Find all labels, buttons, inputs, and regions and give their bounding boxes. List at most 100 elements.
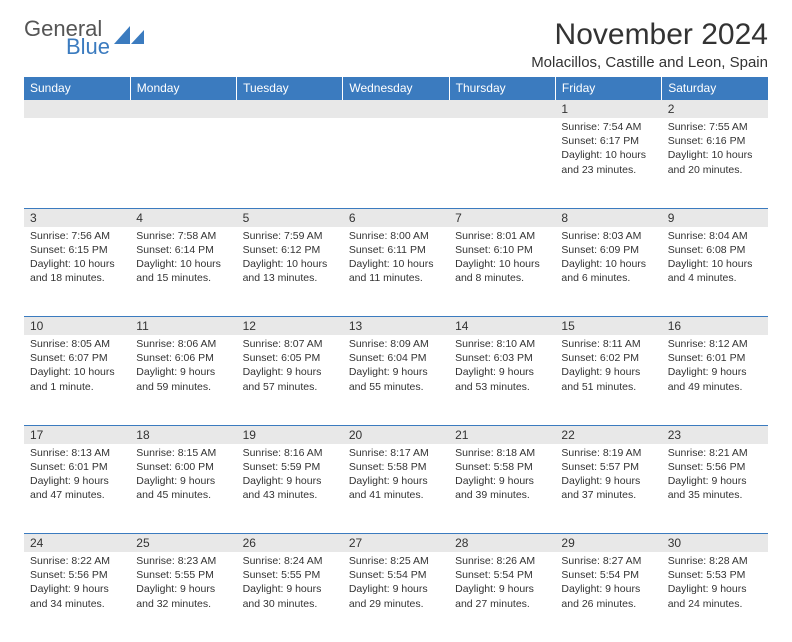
day-number: 27 (343, 534, 449, 552)
day-details: Sunrise: 8:26 AMSunset: 5:54 PMDaylight:… (449, 552, 555, 615)
day-number-cell (237, 100, 343, 119)
day-details: Sunrise: 7:56 AMSunset: 6:15 PMDaylight:… (24, 227, 130, 290)
day-data-cell: Sunrise: 8:21 AMSunset: 5:56 PMDaylight:… (662, 444, 768, 534)
day-details: Sunrise: 8:00 AMSunset: 6:11 PMDaylight:… (343, 227, 449, 290)
day-number-cell: 14 (449, 317, 555, 336)
daynum-row: 12 (24, 100, 768, 119)
day-details: Sunrise: 7:55 AMSunset: 6:16 PMDaylight:… (662, 118, 768, 181)
day-number: 1 (555, 100, 661, 118)
day-data-cell: Sunrise: 8:22 AMSunset: 5:56 PMDaylight:… (24, 552, 130, 642)
day-number-cell: 10 (24, 317, 130, 336)
day-data-cell (237, 118, 343, 208)
day-data-cell: Sunrise: 7:58 AMSunset: 6:14 PMDaylight:… (130, 227, 236, 317)
day-number-cell: 19 (237, 425, 343, 444)
day-number-cell: 6 (343, 208, 449, 227)
day-details: Sunrise: 8:09 AMSunset: 6:04 PMDaylight:… (343, 335, 449, 398)
page-title: November 2024 (531, 18, 768, 52)
day-number-cell: 13 (343, 317, 449, 336)
day-number: 24 (24, 534, 130, 552)
day-number-cell: 12 (237, 317, 343, 336)
day-data-cell: Sunrise: 8:19 AMSunset: 5:57 PMDaylight:… (555, 444, 661, 534)
day-details: Sunrise: 8:04 AMSunset: 6:08 PMDaylight:… (662, 227, 768, 290)
logo-text-bottom: Blue (66, 36, 110, 58)
day-data-cell: Sunrise: 8:28 AMSunset: 5:53 PMDaylight:… (662, 552, 768, 642)
day-data-cell: Sunrise: 8:05 AMSunset: 6:07 PMDaylight:… (24, 335, 130, 425)
day-number-cell: 8 (555, 208, 661, 227)
day-number-cell: 25 (130, 534, 236, 553)
day-number-cell: 24 (24, 534, 130, 553)
day-data-cell: Sunrise: 8:25 AMSunset: 5:54 PMDaylight:… (343, 552, 449, 642)
logo: General Blue (24, 18, 148, 58)
day-number: 18 (130, 426, 236, 444)
day-number-cell (449, 100, 555, 119)
day-data-cell: Sunrise: 8:24 AMSunset: 5:55 PMDaylight:… (237, 552, 343, 642)
daydata-row: Sunrise: 7:56 AMSunset: 6:15 PMDaylight:… (24, 227, 768, 317)
day-data-cell: Sunrise: 7:54 AMSunset: 6:17 PMDaylight:… (555, 118, 661, 208)
day-number-cell: 18 (130, 425, 236, 444)
day-number-cell: 9 (662, 208, 768, 227)
day-details: Sunrise: 8:11 AMSunset: 6:02 PMDaylight:… (555, 335, 661, 398)
day-number-cell: 11 (130, 317, 236, 336)
day-number: 28 (449, 534, 555, 552)
day-data-cell: Sunrise: 8:10 AMSunset: 6:03 PMDaylight:… (449, 335, 555, 425)
day-data-cell: Sunrise: 8:13 AMSunset: 6:01 PMDaylight:… (24, 444, 130, 534)
day-data-cell: Sunrise: 8:17 AMSunset: 5:58 PMDaylight:… (343, 444, 449, 534)
day-data-cell: Sunrise: 8:06 AMSunset: 6:06 PMDaylight:… (130, 335, 236, 425)
day-number: 25 (130, 534, 236, 552)
day-details: Sunrise: 8:22 AMSunset: 5:56 PMDaylight:… (24, 552, 130, 615)
day-data-cell: Sunrise: 8:00 AMSunset: 6:11 PMDaylight:… (343, 227, 449, 317)
day-number-cell: 22 (555, 425, 661, 444)
day-number-cell: 16 (662, 317, 768, 336)
day-data-cell: Sunrise: 8:27 AMSunset: 5:54 PMDaylight:… (555, 552, 661, 642)
day-data-cell: Sunrise: 7:59 AMSunset: 6:12 PMDaylight:… (237, 227, 343, 317)
day-details: Sunrise: 8:25 AMSunset: 5:54 PMDaylight:… (343, 552, 449, 615)
day-data-cell: Sunrise: 8:16 AMSunset: 5:59 PMDaylight:… (237, 444, 343, 534)
day-header: Saturday (662, 77, 768, 100)
day-details: Sunrise: 8:21 AMSunset: 5:56 PMDaylight:… (662, 444, 768, 507)
title-block: November 2024 Molacillos, Castille and L… (531, 18, 768, 71)
day-number: 4 (130, 209, 236, 227)
header: General Blue November 2024 Molacillos, C… (24, 18, 768, 71)
day-data-cell: Sunrise: 8:18 AMSunset: 5:58 PMDaylight:… (449, 444, 555, 534)
day-header: Tuesday (237, 77, 343, 100)
day-data-cell: Sunrise: 8:03 AMSunset: 6:09 PMDaylight:… (555, 227, 661, 317)
day-data-cell (449, 118, 555, 208)
location: Molacillos, Castille and Leon, Spain (531, 54, 768, 71)
day-details: Sunrise: 7:59 AMSunset: 6:12 PMDaylight:… (237, 227, 343, 290)
day-details: Sunrise: 8:13 AMSunset: 6:01 PMDaylight:… (24, 444, 130, 507)
day-details: Sunrise: 8:27 AMSunset: 5:54 PMDaylight:… (555, 552, 661, 615)
day-header-row: SundayMondayTuesdayWednesdayThursdayFrid… (24, 77, 768, 100)
day-number: 14 (449, 317, 555, 335)
daydata-row: Sunrise: 7:54 AMSunset: 6:17 PMDaylight:… (24, 118, 768, 208)
day-data-cell: Sunrise: 8:26 AMSunset: 5:54 PMDaylight:… (449, 552, 555, 642)
day-details: Sunrise: 8:06 AMSunset: 6:06 PMDaylight:… (130, 335, 236, 398)
day-details: Sunrise: 8:24 AMSunset: 5:55 PMDaylight:… (237, 552, 343, 615)
day-number: 17 (24, 426, 130, 444)
daynum-row: 24252627282930 (24, 534, 768, 553)
day-number: 11 (130, 317, 236, 335)
day-number-cell (130, 100, 236, 119)
day-details: Sunrise: 7:54 AMSunset: 6:17 PMDaylight:… (555, 118, 661, 181)
day-number-cell: 20 (343, 425, 449, 444)
daydata-row: Sunrise: 8:22 AMSunset: 5:56 PMDaylight:… (24, 552, 768, 642)
day-number-cell: 23 (662, 425, 768, 444)
day-details: Sunrise: 8:03 AMSunset: 6:09 PMDaylight:… (555, 227, 661, 290)
day-header: Thursday (449, 77, 555, 100)
day-number-cell: 29 (555, 534, 661, 553)
day-details: Sunrise: 8:17 AMSunset: 5:58 PMDaylight:… (343, 444, 449, 507)
day-number-cell: 4 (130, 208, 236, 227)
day-number-cell: 15 (555, 317, 661, 336)
day-number: 12 (237, 317, 343, 335)
day-number: 2 (662, 100, 768, 118)
day-number: 29 (555, 534, 661, 552)
day-header: Sunday (24, 77, 130, 100)
daydata-row: Sunrise: 8:05 AMSunset: 6:07 PMDaylight:… (24, 335, 768, 425)
day-number-cell: 5 (237, 208, 343, 227)
day-data-cell (24, 118, 130, 208)
day-details: Sunrise: 8:19 AMSunset: 5:57 PMDaylight:… (555, 444, 661, 507)
daynum-row: 10111213141516 (24, 317, 768, 336)
day-number: 23 (662, 426, 768, 444)
day-data-cell (343, 118, 449, 208)
day-details: Sunrise: 8:05 AMSunset: 6:07 PMDaylight:… (24, 335, 130, 398)
daynum-row: 17181920212223 (24, 425, 768, 444)
